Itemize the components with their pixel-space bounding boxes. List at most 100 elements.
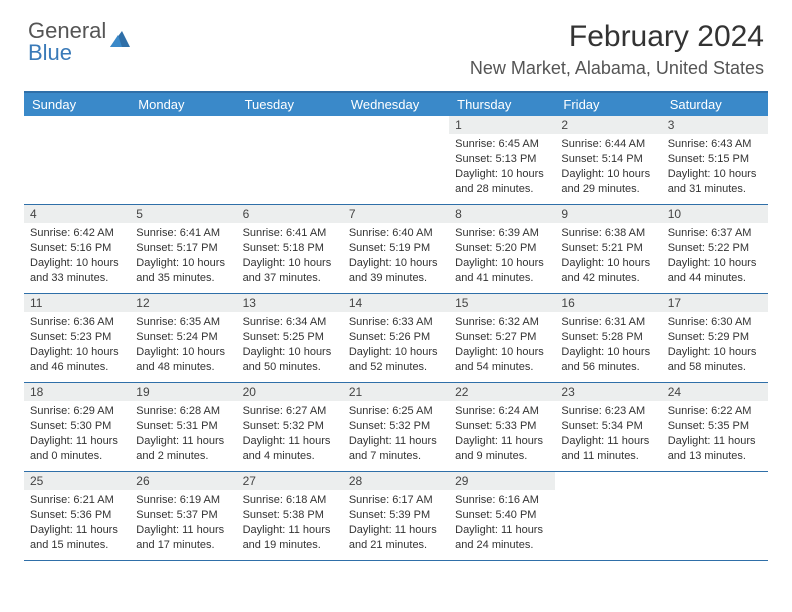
day-body: Sunrise: 6:31 AMSunset: 5:28 PMDaylight:… <box>555 312 661 378</box>
sunrise-text: Sunrise: 6:36 AM <box>30 315 124 330</box>
sunrise-text: Sunrise: 6:16 AM <box>455 493 549 508</box>
sunset-text: Sunset: 5:34 PM <box>561 419 655 434</box>
day-body: Sunrise: 6:23 AMSunset: 5:34 PMDaylight:… <box>555 401 661 467</box>
sunset-text: Sunset: 5:23 PM <box>30 330 124 345</box>
sunset-text: Sunset: 5:13 PM <box>455 152 549 167</box>
day-body: Sunrise: 6:40 AMSunset: 5:19 PMDaylight:… <box>343 223 449 289</box>
day-cell: 7Sunrise: 6:40 AMSunset: 5:19 PMDaylight… <box>343 205 449 293</box>
day-cell: 27Sunrise: 6:18 AMSunset: 5:38 PMDayligh… <box>237 472 343 560</box>
day-cell: 19Sunrise: 6:28 AMSunset: 5:31 PMDayligh… <box>130 383 236 471</box>
day-cell: .. <box>237 116 343 204</box>
day-number: 29 <box>449 472 555 490</box>
day-number: 21 <box>343 383 449 401</box>
day-cell: .. <box>130 116 236 204</box>
day-number: 26 <box>130 472 236 490</box>
day-number: 14 <box>343 294 449 312</box>
sunset-text: Sunset: 5:21 PM <box>561 241 655 256</box>
day-cell: 14Sunrise: 6:33 AMSunset: 5:26 PMDayligh… <box>343 294 449 382</box>
sunset-text: Sunset: 5:30 PM <box>30 419 124 434</box>
sunset-text: Sunset: 5:36 PM <box>30 508 124 523</box>
day-number: 20 <box>237 383 343 401</box>
day-number: 12 <box>130 294 236 312</box>
weeks: ........1Sunrise: 6:45 AMSunset: 5:13 PM… <box>24 116 768 561</box>
title-block: February 2024 New Market, Alabama, Unite… <box>470 20 764 79</box>
day-body: Sunrise: 6:35 AMSunset: 5:24 PMDaylight:… <box>130 312 236 378</box>
sunset-text: Sunset: 5:15 PM <box>668 152 762 167</box>
sail-icon <box>108 27 134 58</box>
day-body: Sunrise: 6:25 AMSunset: 5:32 PMDaylight:… <box>343 401 449 467</box>
daylight-text: Daylight: 10 hours and 46 minutes. <box>30 345 124 375</box>
day-header: Tuesday <box>237 93 343 116</box>
day-number: 8 <box>449 205 555 223</box>
logo-line2: Blue <box>28 42 106 64</box>
sunrise-text: Sunrise: 6:35 AM <box>136 315 230 330</box>
sunrise-text: Sunrise: 6:22 AM <box>668 404 762 419</box>
daylight-text: Daylight: 11 hours and 9 minutes. <box>455 434 549 464</box>
day-number: 13 <box>237 294 343 312</box>
day-body: Sunrise: 6:18 AMSunset: 5:38 PMDaylight:… <box>237 490 343 556</box>
sunrise-text: Sunrise: 6:24 AM <box>455 404 549 419</box>
day-body: Sunrise: 6:27 AMSunset: 5:32 PMDaylight:… <box>237 401 343 467</box>
daylight-text: Daylight: 10 hours and 58 minutes. <box>668 345 762 375</box>
sunset-text: Sunset: 5:31 PM <box>136 419 230 434</box>
day-cell: 26Sunrise: 6:19 AMSunset: 5:37 PMDayligh… <box>130 472 236 560</box>
day-number: 27 <box>237 472 343 490</box>
week-row: 11Sunrise: 6:36 AMSunset: 5:23 PMDayligh… <box>24 294 768 383</box>
sunrise-text: Sunrise: 6:32 AM <box>455 315 549 330</box>
sunrise-text: Sunrise: 6:17 AM <box>349 493 443 508</box>
sunset-text: Sunset: 5:17 PM <box>136 241 230 256</box>
day-cell: 4Sunrise: 6:42 AMSunset: 5:16 PMDaylight… <box>24 205 130 293</box>
day-cell: 3Sunrise: 6:43 AMSunset: 5:15 PMDaylight… <box>662 116 768 204</box>
day-header-row: SundayMondayTuesdayWednesdayThursdayFrid… <box>24 93 768 116</box>
daylight-text: Daylight: 10 hours and 37 minutes. <box>243 256 337 286</box>
week-row: 25Sunrise: 6:21 AMSunset: 5:36 PMDayligh… <box>24 472 768 561</box>
sunrise-text: Sunrise: 6:39 AM <box>455 226 549 241</box>
sunrise-text: Sunrise: 6:29 AM <box>30 404 124 419</box>
sunrise-text: Sunrise: 6:31 AM <box>561 315 655 330</box>
daylight-text: Daylight: 11 hours and 4 minutes. <box>243 434 337 464</box>
daylight-text: Daylight: 10 hours and 42 minutes. <box>561 256 655 286</box>
day-cell: 18Sunrise: 6:29 AMSunset: 5:30 PMDayligh… <box>24 383 130 471</box>
day-cell: 21Sunrise: 6:25 AMSunset: 5:32 PMDayligh… <box>343 383 449 471</box>
day-cell: 17Sunrise: 6:30 AMSunset: 5:29 PMDayligh… <box>662 294 768 382</box>
day-number: 19 <box>130 383 236 401</box>
sunrise-text: Sunrise: 6:19 AM <box>136 493 230 508</box>
day-cell: 9Sunrise: 6:38 AMSunset: 5:21 PMDaylight… <box>555 205 661 293</box>
month-title: February 2024 <box>470 20 764 54</box>
daylight-text: Daylight: 11 hours and 11 minutes. <box>561 434 655 464</box>
daylight-text: Daylight: 10 hours and 50 minutes. <box>243 345 337 375</box>
daylight-text: Daylight: 10 hours and 44 minutes. <box>668 256 762 286</box>
day-cell: 6Sunrise: 6:41 AMSunset: 5:18 PMDaylight… <box>237 205 343 293</box>
sunset-text: Sunset: 5:27 PM <box>455 330 549 345</box>
day-number: 2 <box>555 116 661 134</box>
daylight-text: Daylight: 11 hours and 15 minutes. <box>30 523 124 553</box>
sunset-text: Sunset: 5:22 PM <box>668 241 762 256</box>
sunset-text: Sunset: 5:38 PM <box>243 508 337 523</box>
day-number: 15 <box>449 294 555 312</box>
day-cell: 15Sunrise: 6:32 AMSunset: 5:27 PMDayligh… <box>449 294 555 382</box>
sunset-text: Sunset: 5:16 PM <box>30 241 124 256</box>
sunrise-text: Sunrise: 6:30 AM <box>668 315 762 330</box>
day-number: 17 <box>662 294 768 312</box>
day-cell: 25Sunrise: 6:21 AMSunset: 5:36 PMDayligh… <box>24 472 130 560</box>
daylight-text: Daylight: 10 hours and 28 minutes. <box>455 167 549 197</box>
day-cell: 28Sunrise: 6:17 AMSunset: 5:39 PMDayligh… <box>343 472 449 560</box>
day-cell: 24Sunrise: 6:22 AMSunset: 5:35 PMDayligh… <box>662 383 768 471</box>
day-body: Sunrise: 6:45 AMSunset: 5:13 PMDaylight:… <box>449 134 555 200</box>
day-cell: .. <box>555 472 661 560</box>
day-body: Sunrise: 6:29 AMSunset: 5:30 PMDaylight:… <box>24 401 130 467</box>
daylight-text: Daylight: 10 hours and 41 minutes. <box>455 256 549 286</box>
daylight-text: Daylight: 11 hours and 24 minutes. <box>455 523 549 553</box>
day-number: 3 <box>662 116 768 134</box>
day-cell: 20Sunrise: 6:27 AMSunset: 5:32 PMDayligh… <box>237 383 343 471</box>
daylight-text: Daylight: 10 hours and 35 minutes. <box>136 256 230 286</box>
day-number: 4 <box>24 205 130 223</box>
day-number: 23 <box>555 383 661 401</box>
day-body: Sunrise: 6:21 AMSunset: 5:36 PMDaylight:… <box>24 490 130 556</box>
day-cell: .. <box>343 116 449 204</box>
day-number: 25 <box>24 472 130 490</box>
sunset-text: Sunset: 5:25 PM <box>243 330 337 345</box>
day-cell: .. <box>662 472 768 560</box>
day-number: 22 <box>449 383 555 401</box>
day-number: 5 <box>130 205 236 223</box>
